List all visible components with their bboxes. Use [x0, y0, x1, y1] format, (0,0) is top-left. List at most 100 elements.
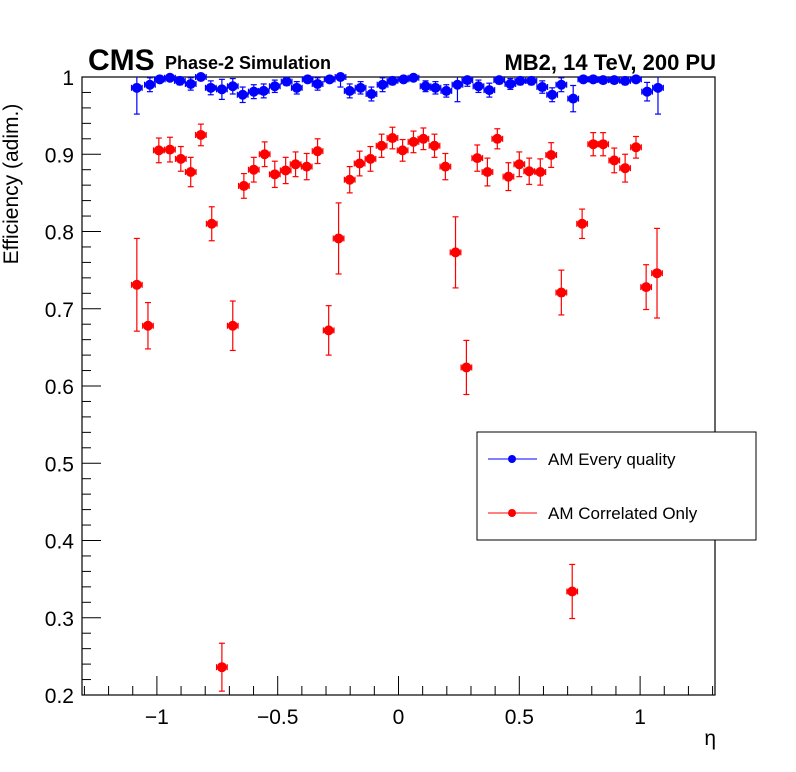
- marker: [227, 81, 238, 92]
- data-point: [641, 81, 654, 102]
- data-point: [290, 81, 303, 95]
- data-point: [546, 87, 559, 103]
- marker: [441, 85, 452, 96]
- marker: [556, 287, 567, 298]
- marker: [440, 161, 451, 172]
- marker: [366, 88, 377, 99]
- x-axis-title: η: [704, 727, 716, 750]
- data-point: [449, 216, 462, 289]
- marker: [503, 171, 514, 182]
- marker: [588, 139, 599, 150]
- marker: [578, 74, 589, 85]
- data-point: [311, 77, 324, 91]
- marker: [420, 81, 431, 92]
- marker: [175, 153, 186, 164]
- marker: [494, 75, 505, 86]
- marker: [609, 75, 620, 86]
- marker: [397, 145, 408, 156]
- data-point: [184, 77, 197, 91]
- data-point: [608, 147, 621, 174]
- marker: [216, 84, 227, 95]
- marker: [238, 180, 249, 191]
- y-tick-label: 0.8: [45, 222, 74, 245]
- data-point: [194, 72, 207, 82]
- data-point: [364, 145, 377, 172]
- data-point: [257, 83, 270, 99]
- marker: [312, 146, 323, 157]
- marker: [588, 74, 599, 85]
- marker: [174, 75, 185, 86]
- marker: [144, 79, 155, 90]
- marker: [556, 79, 567, 90]
- marker: [280, 165, 291, 176]
- data-point: [461, 75, 474, 87]
- data-point: [536, 80, 549, 94]
- data-point: [237, 172, 250, 199]
- data-point: [130, 77, 143, 115]
- data-point: [471, 144, 484, 172]
- data-point: [451, 77, 464, 103]
- cms-label: CMS: [88, 44, 155, 77]
- marker: [546, 150, 557, 161]
- marker: [450, 247, 461, 258]
- data-point: [332, 202, 345, 275]
- marker: [164, 144, 175, 155]
- marker: [302, 74, 313, 85]
- legend: AM Every quality AM Correlated Only: [476, 431, 757, 541]
- data-point: [576, 208, 589, 240]
- series-every-quality: [130, 72, 664, 115]
- y-tick-label: 1: [62, 67, 74, 90]
- data-point: [354, 81, 367, 95]
- marker: [630, 74, 641, 85]
- data-point: [483, 82, 496, 98]
- data-point: [226, 300, 239, 352]
- marker: [365, 153, 376, 164]
- marker: [547, 89, 558, 100]
- data-point: [619, 153, 632, 183]
- data-point: [280, 76, 293, 87]
- y-tick-label: 0.7: [45, 299, 74, 322]
- data-point: [587, 74, 600, 85]
- data-point: [215, 78, 228, 101]
- marker: [482, 167, 493, 178]
- marker: [216, 662, 227, 673]
- marker: [408, 72, 419, 83]
- data-point: [365, 86, 378, 102]
- marker: [281, 76, 292, 87]
- data-point: [343, 83, 356, 99]
- marker: [185, 78, 196, 89]
- marker: [484, 85, 495, 96]
- x-tick-label: 1: [634, 706, 646, 729]
- marker: [335, 72, 346, 82]
- marker: [577, 218, 588, 229]
- marker: [258, 85, 269, 96]
- data-point: [322, 305, 335, 356]
- marker: [195, 72, 206, 82]
- data-point: [226, 77, 239, 95]
- marker: [344, 174, 355, 185]
- data-point: [301, 74, 314, 85]
- run-conditions-label: MB2, 14 TeV, 200 PU: [504, 50, 716, 75]
- data-point: [300, 152, 313, 181]
- marker: [537, 82, 548, 93]
- data-point: [311, 138, 324, 165]
- marker: [354, 158, 365, 169]
- marker: [312, 78, 323, 89]
- data-point: [194, 123, 207, 147]
- x-tick-label: 0.5: [505, 706, 534, 729]
- data-point: [534, 158, 547, 186]
- data-point: [334, 72, 347, 88]
- data-point: [247, 156, 260, 183]
- x-tick-label: −1: [145, 706, 169, 729]
- data-point: [429, 81, 442, 95]
- y-axis-title: Efficiency (adim.): [0, 104, 23, 265]
- series-layer: [130, 72, 664, 692]
- data-point: [525, 75, 538, 86]
- data-point: [577, 74, 590, 85]
- simulation-label: Phase-2 Simulation: [165, 53, 331, 73]
- marker: [259, 149, 270, 160]
- data-point: [279, 156, 292, 185]
- data-point: [164, 136, 176, 163]
- data-point: [504, 77, 517, 90]
